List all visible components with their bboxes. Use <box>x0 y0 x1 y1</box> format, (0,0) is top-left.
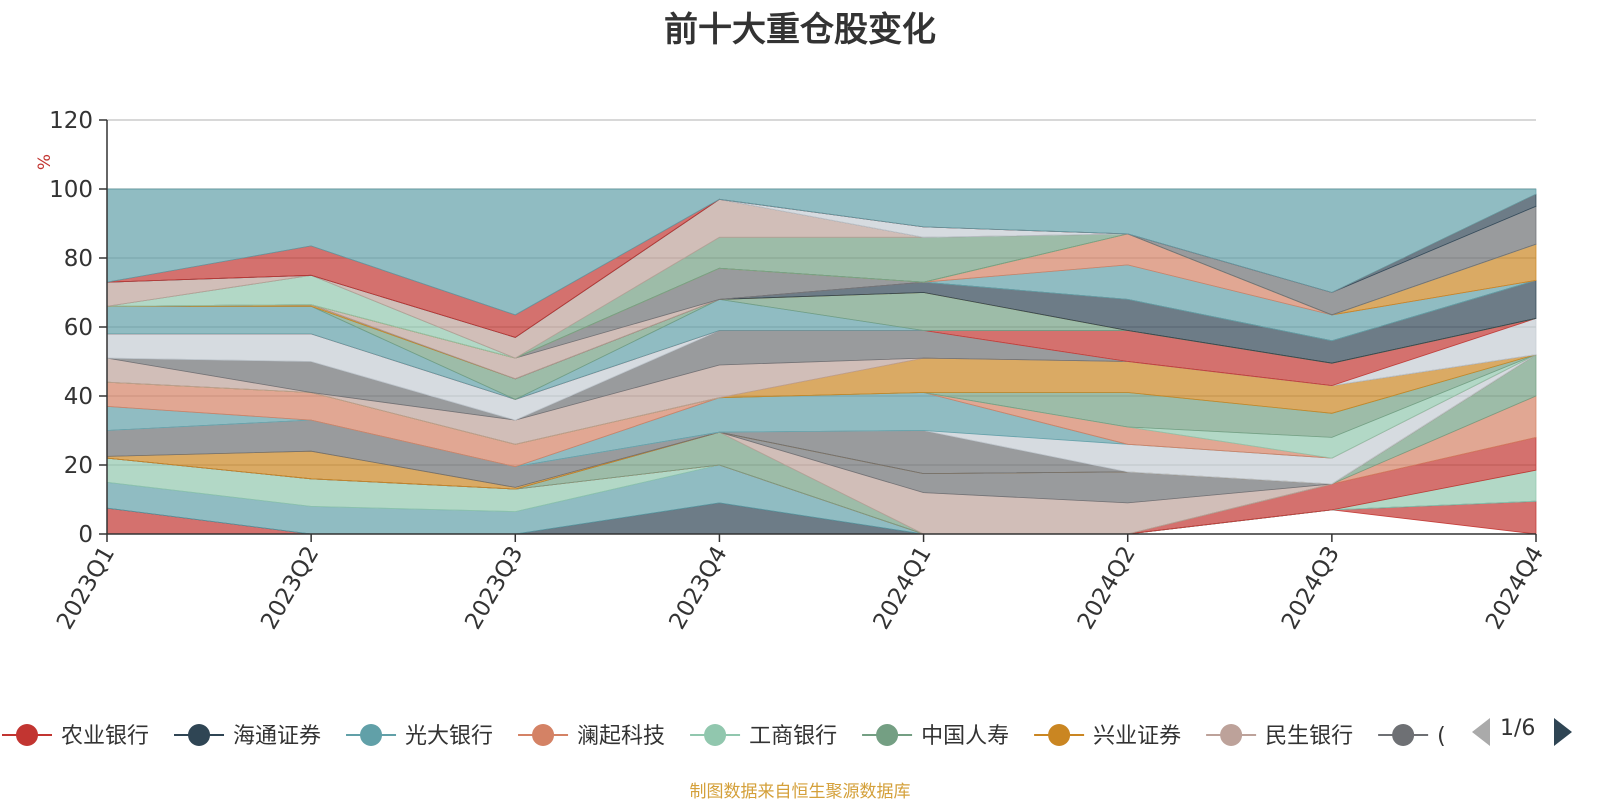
y-tick-label: 60 <box>64 315 93 341</box>
legend-items: 农业银行 海通证券 光大银行 澜起科技 工商银行 中国人寿 兴业证券 民生银行 ( <box>2 724 1446 749</box>
x-tick-label: 2024Q3 <box>1277 542 1345 634</box>
x-tick-label: 2024Q2 <box>1073 542 1141 634</box>
y-tick-label: 40 <box>64 384 93 410</box>
legend-item[interactable]: ( <box>1378 724 1446 749</box>
legend-item[interactable]: 光大银行 <box>346 724 493 749</box>
legend-page-indicator: 1/6 <box>1500 716 1536 741</box>
y-tick-label: 120 <box>49 108 93 134</box>
legend-item[interactable]: 农业银行 <box>2 724 149 749</box>
y-tick-label: 100 <box>49 177 93 203</box>
legend-marker-icon <box>876 724 899 746</box>
source-note: 制图数据来自恒生聚源数据库 <box>689 782 911 802</box>
legend-pager: 1/6 <box>1472 716 1572 746</box>
legend-marker-icon <box>1048 724 1071 746</box>
x-tick-label: 2023Q3 <box>460 542 528 634</box>
legend-item[interactable]: 中国人寿 <box>862 724 1009 749</box>
legend-marker-icon <box>16 724 38 746</box>
chart-title: 前十大重仓股变化 <box>664 10 936 50</box>
legend-label: 光大银行 <box>405 724 493 749</box>
legend-marker-icon <box>188 724 211 746</box>
y-tick-label: 20 <box>64 453 93 479</box>
legend-item[interactable]: 兴业证券 <box>1034 724 1181 749</box>
area-layers <box>106 188 1537 535</box>
legend-marker-icon <box>532 724 555 746</box>
x-tick-label: 2024Q4 <box>1481 542 1549 634</box>
legend-marker-icon <box>704 724 727 746</box>
legend-marker-icon <box>360 724 383 746</box>
x-tick-label: 2023Q1 <box>52 542 120 634</box>
legend-item[interactable]: 工商银行 <box>690 724 837 749</box>
x-tick-label: 2024Q1 <box>869 542 937 634</box>
legend-prev-icon[interactable] <box>1472 718 1490 746</box>
legend-item[interactable]: 澜起科技 <box>518 724 665 749</box>
legend-label: 澜起科技 <box>577 724 665 749</box>
y-tick-label: 0 <box>78 522 93 548</box>
legend: 农业银行 海通证券 光大银行 澜起科技 工商银行 中国人寿 兴业证券 民生银行 ( <box>2 724 1446 749</box>
legend-label: 海通证券 <box>233 724 321 749</box>
legend-label: ( <box>1437 724 1446 749</box>
area-layer-37[interactable] <box>106 188 1537 316</box>
legend-label: 工商银行 <box>749 724 837 749</box>
legend-label: 农业银行 <box>61 724 149 749</box>
legend-label: 民生银行 <box>1265 724 1353 749</box>
y-axis-label: % <box>35 154 55 170</box>
legend-item[interactable]: 民生银行 <box>1206 724 1353 749</box>
legend-marker-icon <box>1392 724 1415 746</box>
y-tick-label: 80 <box>64 246 93 272</box>
x-tick-label: 2023Q2 <box>256 542 324 634</box>
legend-label: 中国人寿 <box>921 724 1009 749</box>
legend-label: 兴业证券 <box>1093 724 1181 749</box>
legend-next-icon[interactable] <box>1554 718 1572 746</box>
x-tick-label: 2023Q4 <box>664 542 732 634</box>
legend-item[interactable]: 海通证券 <box>174 724 321 749</box>
legend-marker-icon <box>1220 724 1243 746</box>
